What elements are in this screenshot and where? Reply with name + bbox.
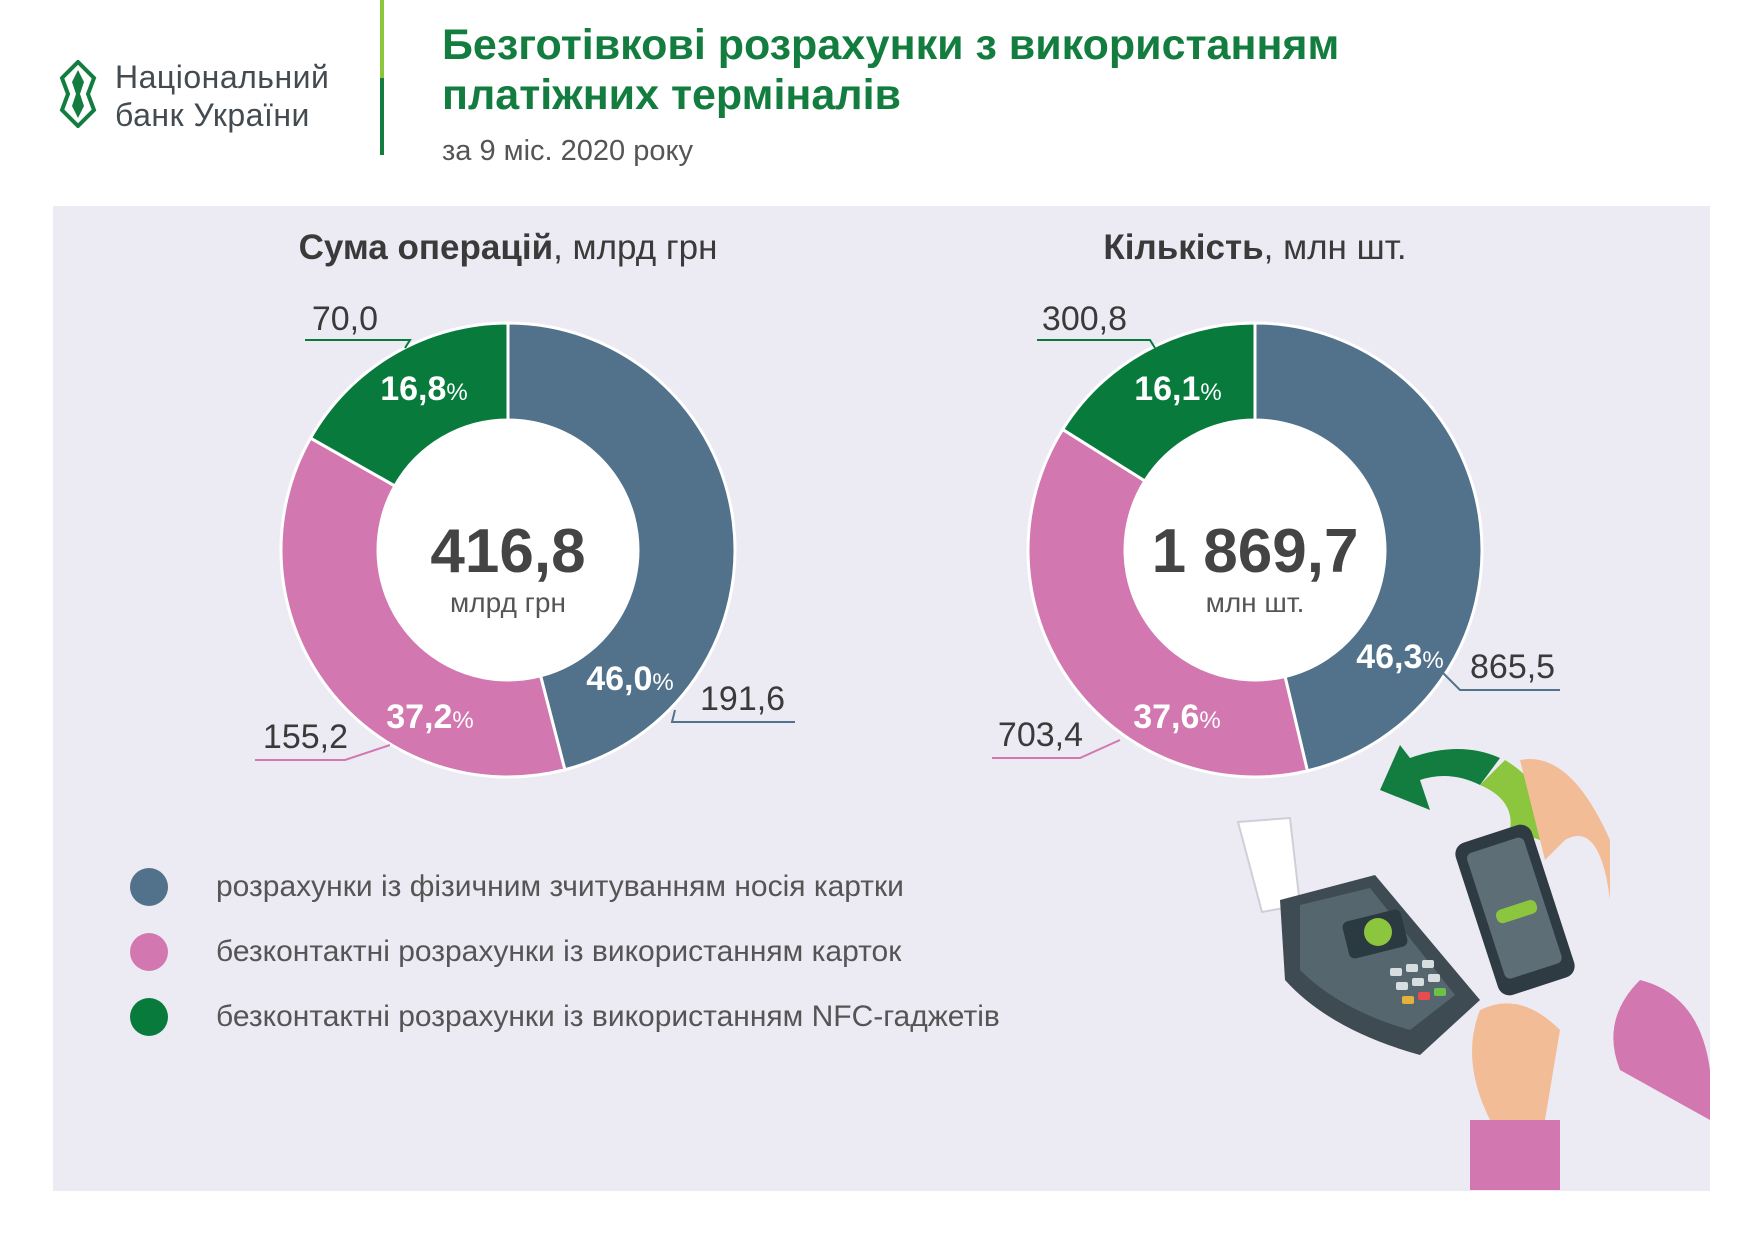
bank-name-line2: банк України xyxy=(115,97,310,133)
chart-title-sum: Сума операцій, млрд грн xyxy=(299,228,718,268)
chart-title-count: Кількість, млн шт. xyxy=(1103,228,1406,268)
nbu-logo-icon xyxy=(59,59,97,129)
chart-title-count-unit: , млн шт. xyxy=(1263,228,1407,267)
legend-item: безконтактні розрахунки із використанням… xyxy=(130,998,1000,1036)
page-subtitle: за 9 міс. 2020 року xyxy=(442,135,694,167)
value-label: 191,6 xyxy=(700,680,785,718)
value-label: 155,2 xyxy=(263,718,348,756)
bank-name-line1: Національний xyxy=(115,59,330,95)
value-label: 300,8 xyxy=(1042,300,1127,338)
chart-title-count-bold: Кількість xyxy=(1103,228,1264,267)
terminal-keypad-icon xyxy=(1390,960,1446,1004)
donut-slice xyxy=(1060,321,1257,484)
legend-label: безконтактні розрахунки із використанням… xyxy=(216,935,902,968)
leader-line xyxy=(1037,339,1156,349)
legend-label: розрахунки із фізичним зчитуванням носія… xyxy=(216,870,904,903)
donut-slice xyxy=(506,321,737,772)
percent-label: 37,2% xyxy=(386,698,474,736)
donut-slice xyxy=(1253,321,1484,773)
donut-slice xyxy=(279,436,567,779)
value-label: 70,0 xyxy=(312,300,378,338)
legend-item: безконтактні розрахунки із використанням… xyxy=(130,933,901,971)
donut-slice xyxy=(1026,427,1310,779)
legend-dot-physical xyxy=(130,868,168,906)
leader-line xyxy=(992,739,1121,759)
legend-item: розрахунки із фізичним зчитуванням носія… xyxy=(130,868,904,906)
legend-dot-contactless-cards xyxy=(130,933,168,971)
legend-label: безконтактні розрахунки із використанням… xyxy=(216,1000,1000,1033)
leader-line xyxy=(1439,669,1560,691)
page-title: Безготівкові розрахунки з використанням … xyxy=(442,20,1542,120)
nbu-logo xyxy=(58,59,98,129)
center-total-unit: млрд грн xyxy=(450,587,566,618)
header-divider xyxy=(380,0,384,155)
donut-hole xyxy=(379,421,637,679)
donut-hole xyxy=(1126,421,1384,679)
percent-label: 46,3% xyxy=(1356,638,1444,676)
leader-line xyxy=(305,339,412,349)
percent-label: 16,8% xyxy=(380,370,468,408)
center-total-value: 1 869,7 xyxy=(1152,517,1359,586)
percent-label: 46,0% xyxy=(586,660,674,698)
value-label: 703,4 xyxy=(998,716,1083,754)
bank-name: Національний банк України xyxy=(115,58,329,134)
page-title-line1: Безготівкові розрахунки з використанням xyxy=(442,21,1340,69)
donut-slice xyxy=(308,321,510,488)
chart-title-sum-bold: Сума операцій xyxy=(298,228,554,267)
center-total-value: 416,8 xyxy=(430,517,585,586)
legend-dot-nfc xyxy=(130,998,168,1036)
page-title-line2: платіжних терміналів xyxy=(442,71,901,119)
leader-line xyxy=(255,744,391,761)
percent-label: 16,1% xyxy=(1134,370,1222,408)
center-total-unit: млн шт. xyxy=(1206,587,1305,618)
value-label: 865,5 xyxy=(1470,648,1555,686)
chart-title-sum-unit: , млрд грн xyxy=(553,228,718,267)
nfc-payment-illustration xyxy=(1236,745,1710,1190)
percent-label: 37,6% xyxy=(1133,698,1221,736)
leader-line xyxy=(670,709,795,723)
